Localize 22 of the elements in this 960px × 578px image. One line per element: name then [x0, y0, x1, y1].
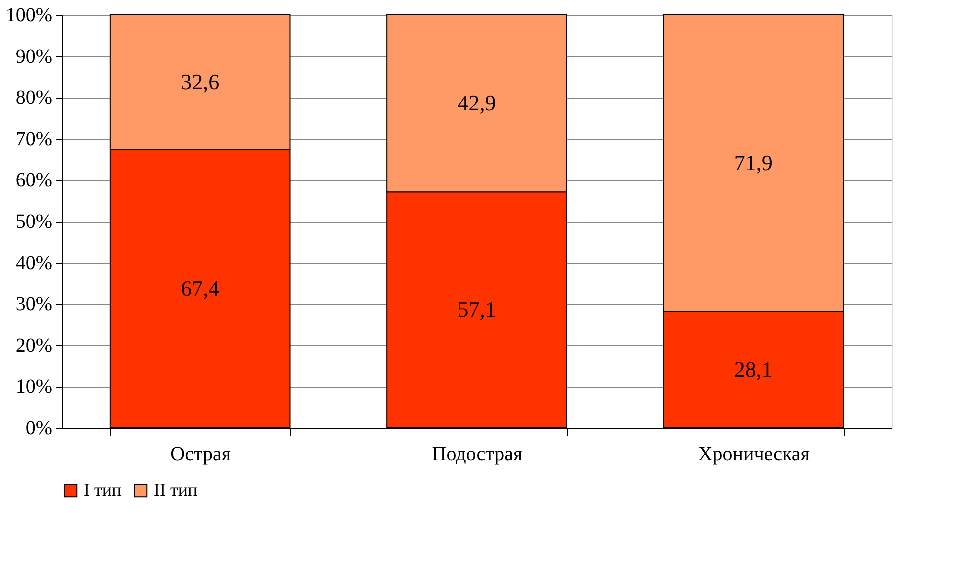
x-tick-label: Хроническая: [698, 444, 810, 466]
y-tick-label: 10%: [16, 376, 52, 398]
y-tick-label: 90%: [16, 46, 52, 68]
data-label: 57,1: [458, 297, 496, 322]
data-label: 67,4: [181, 276, 220, 301]
y-tick-label: 60%: [16, 170, 52, 192]
x-tick-label: Подострая: [432, 444, 523, 466]
x-tick-label: Острая: [170, 444, 232, 466]
y-tick-label: 80%: [16, 87, 52, 110]
y-tick-label: 50%: [16, 211, 52, 233]
legend-label: II тип: [154, 480, 198, 500]
y-tick-label: 40%: [16, 252, 52, 274]
legend-label: I тип: [84, 480, 122, 500]
y-tick-label: 0%: [26, 418, 52, 440]
y-tick-label: 100%: [6, 4, 52, 26]
data-label: 42,9: [458, 90, 496, 116]
data-label: 32,6: [181, 69, 220, 94]
data-label: 71,9: [734, 150, 773, 176]
y-tick-label: 20%: [16, 334, 52, 357]
y-tick-label: 30%: [16, 294, 52, 316]
data-label: 28,1: [734, 356, 773, 382]
y-tick-label: 70%: [16, 128, 52, 150]
